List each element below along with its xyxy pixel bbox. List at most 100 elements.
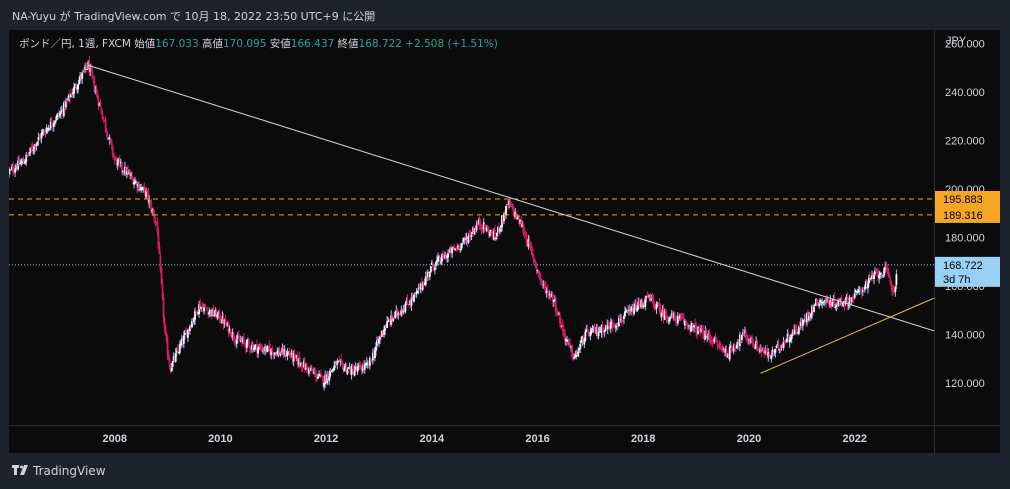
candle-body <box>428 271 431 278</box>
candle-body <box>177 352 180 354</box>
candle-body <box>445 255 447 260</box>
candle-body <box>626 310 628 312</box>
candle-body <box>172 356 175 361</box>
candle-body <box>187 329 189 338</box>
candle-body <box>606 324 609 329</box>
candle-body <box>365 362 368 365</box>
candle-body <box>254 345 256 350</box>
candle-body <box>17 160 20 170</box>
candle-body <box>200 306 203 309</box>
candle-body <box>706 336 709 338</box>
candle-body <box>18 159 21 165</box>
candle-body <box>719 345 722 347</box>
candle-body <box>652 300 655 304</box>
candle-body <box>294 354 297 358</box>
candle-body <box>267 346 270 348</box>
candle-body <box>192 320 194 322</box>
candle-body <box>128 172 130 174</box>
candle-body <box>685 322 687 324</box>
candle-body <box>102 117 105 120</box>
candle-body <box>349 366 352 374</box>
candle-body <box>555 310 558 315</box>
candle-body <box>742 332 744 334</box>
candle-body <box>893 291 896 293</box>
candle-body <box>715 340 718 343</box>
candle-body <box>51 124 54 126</box>
candle-body <box>881 274 884 278</box>
candle-body <box>266 346 269 353</box>
candle-body <box>532 254 535 261</box>
candle-body <box>375 346 377 352</box>
candle-body <box>853 293 856 298</box>
candle-body <box>740 334 743 341</box>
candle-body <box>356 366 359 372</box>
candle-body <box>595 326 598 334</box>
candle-body <box>790 335 793 339</box>
candle-body <box>138 183 141 191</box>
open-value: 167.033 <box>155 38 199 50</box>
candle-body <box>414 293 417 295</box>
candle-body <box>137 184 139 187</box>
candle-body <box>513 210 516 217</box>
candle-body <box>208 311 211 315</box>
candle-body <box>779 347 782 350</box>
candle-body <box>68 94 70 99</box>
candle-body <box>417 287 420 290</box>
candle-body <box>798 325 801 327</box>
candle-body <box>129 174 131 177</box>
candle-body <box>586 327 589 330</box>
candle-body <box>388 320 391 322</box>
candle-body <box>460 243 463 250</box>
candle-body <box>163 318 166 328</box>
candle-body <box>735 345 738 349</box>
candle-body <box>833 297 836 307</box>
candle-body <box>240 340 243 342</box>
candle-body <box>702 330 705 339</box>
candle-body <box>198 304 200 314</box>
candle-body <box>92 76 95 80</box>
candle-body <box>232 333 235 339</box>
candle-body <box>786 333 789 341</box>
candle-body <box>366 363 369 365</box>
candle-body <box>429 266 432 273</box>
candle-body <box>454 248 457 251</box>
candle-body <box>811 305 813 315</box>
candle-body <box>548 293 551 296</box>
candle-body <box>261 347 264 352</box>
candle-body <box>362 364 365 369</box>
candle-body <box>56 113 59 118</box>
candle-body <box>769 356 772 359</box>
candle-body <box>764 350 767 354</box>
candle-body <box>633 308 636 314</box>
candle-body <box>500 225 502 228</box>
candle-body <box>288 352 291 355</box>
candle-body <box>77 84 80 90</box>
candle-body <box>403 308 406 311</box>
candle-body <box>25 154 28 162</box>
candle-body <box>778 348 781 350</box>
candle-body <box>503 213 505 222</box>
candle-body <box>749 338 751 344</box>
candle-body <box>627 310 629 313</box>
candle-body <box>74 84 76 89</box>
candle-body <box>174 353 177 362</box>
candle-body <box>537 271 540 273</box>
publish-header: NA-Yuyu が TradingView.com で 10月 18, 2022… <box>0 0 1010 30</box>
chart-panel[interactable]: 120.000 140.000 160.000 180.000 200.000 220.0… <box>9 30 1000 453</box>
price-chart[interactable]: 120.000140.000160.000180.000200.000220.0… <box>9 30 1000 453</box>
candle-body <box>808 315 810 321</box>
candle-body <box>180 338 183 345</box>
candle-body <box>131 176 133 178</box>
candle-body <box>838 298 841 301</box>
candle-body <box>378 338 380 344</box>
candle-body <box>805 317 807 323</box>
candle-body <box>369 359 372 361</box>
candle-body <box>100 107 103 114</box>
candle-body <box>407 305 410 307</box>
candle-body <box>9 170 10 173</box>
candle-body <box>353 370 356 376</box>
candle-body <box>730 347 733 350</box>
candle-body <box>146 190 149 193</box>
candle-body <box>312 370 314 372</box>
candle-body <box>506 204 508 206</box>
